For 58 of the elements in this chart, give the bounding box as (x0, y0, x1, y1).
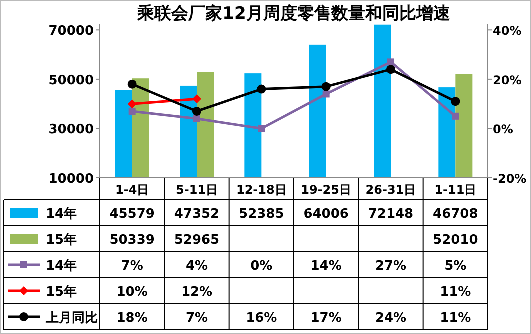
point (128, 80, 137, 89)
y2-tick-label: 0% (493, 122, 514, 137)
data-label: 5% (444, 259, 467, 274)
y-tick-label: 70000 (48, 24, 94, 40)
x-tick-label: 12-18日 (236, 183, 287, 197)
data-label: 0% (250, 259, 273, 274)
data-label: 7% (186, 311, 208, 326)
point (452, 112, 460, 120)
point (258, 125, 266, 132)
data-label: 64006 (304, 207, 349, 222)
point (192, 106, 202, 116)
point (128, 100, 137, 109)
point (194, 115, 200, 122)
point (192, 94, 202, 104)
data-label: 52965 (174, 233, 220, 248)
data-label: 14% (310, 259, 342, 274)
y2-tick-label: 40% (493, 24, 522, 38)
x-tick-label: 1-11日 (434, 183, 477, 197)
x-tick-label: 26-31日 (366, 183, 416, 197)
data-label: 4% (186, 259, 208, 274)
y2-tick-label: 20% (493, 73, 522, 88)
x-tick-label: 19-25日 (301, 183, 352, 197)
point (322, 82, 331, 92)
text: 11% (440, 285, 472, 300)
data-label: 11% (440, 311, 472, 326)
data-label: 24% (375, 311, 407, 326)
point (322, 90, 330, 98)
y-tick-label: 30000 (48, 122, 94, 138)
legend-label: 上月同比 (45, 311, 98, 326)
point (388, 58, 394, 66)
data-label: 45579 (110, 207, 155, 222)
point (386, 65, 396, 74)
legend-label: 15年 (46, 285, 78, 300)
data-label: 47352 (174, 207, 220, 222)
point (257, 84, 266, 94)
x-tick-label: 1-4日 (115, 183, 150, 197)
data-label: 50339 (110, 233, 155, 248)
y-tick-label: 10000 (48, 172, 94, 187)
legend-label: 14年 (46, 259, 78, 274)
point (128, 108, 136, 115)
data-label: 18% (116, 311, 148, 326)
data-label: 17% (310, 311, 342, 326)
y2-tick-label: -20% (493, 172, 527, 186)
data-label: 52010 (433, 233, 478, 248)
data-label: 46708 (433, 207, 478, 222)
data-label: 16% (246, 311, 278, 326)
data-label: 12% (181, 285, 213, 300)
chart-title: 乘联会厂家12月周度零售数量和同比增速 (136, 4, 450, 24)
data-label: 72148 (368, 207, 414, 222)
y-tick-label: 50000 (48, 73, 94, 88)
x-tick-label: 5-11日 (176, 183, 218, 197)
legend-label: 14年 (46, 207, 78, 222)
data-label: 7% (121, 259, 144, 274)
data-label: 52385 (239, 207, 284, 222)
data-label: 27% (375, 259, 407, 274)
data-label: 10% (116, 285, 148, 300)
point (451, 97, 460, 106)
legend-label: 15年 (46, 233, 78, 248)
